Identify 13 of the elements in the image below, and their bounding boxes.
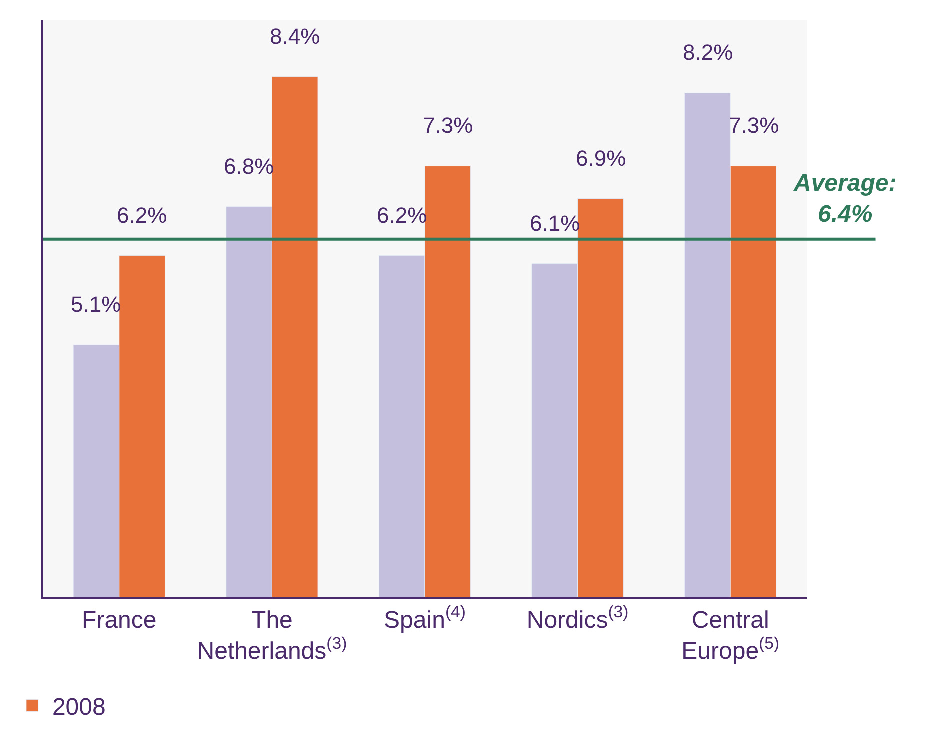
x-tick-label: Spain$^{(4)}$ [384, 602, 466, 634]
data-label: 7.3% [729, 113, 780, 138]
x-tick-label: France [82, 606, 157, 634]
ref-line-label: Average: 6.4% [793, 170, 897, 228]
x-tick-label: Central Europe$^{(5)}$ [682, 606, 780, 665]
data-label: 8.4% [270, 24, 320, 49]
data-label: 8.2% [683, 40, 734, 65]
legend-label: 2008 [52, 694, 106, 722]
data-label: 6.9% [576, 146, 626, 171]
data-label: 7.3% [423, 113, 474, 138]
data-label: 6.2% [117, 203, 168, 228]
x-tick-label: Nordics$^{(3)}$ [526, 602, 629, 634]
x-tick-label: The Netherlands$^{(3)}$ [197, 606, 348, 665]
